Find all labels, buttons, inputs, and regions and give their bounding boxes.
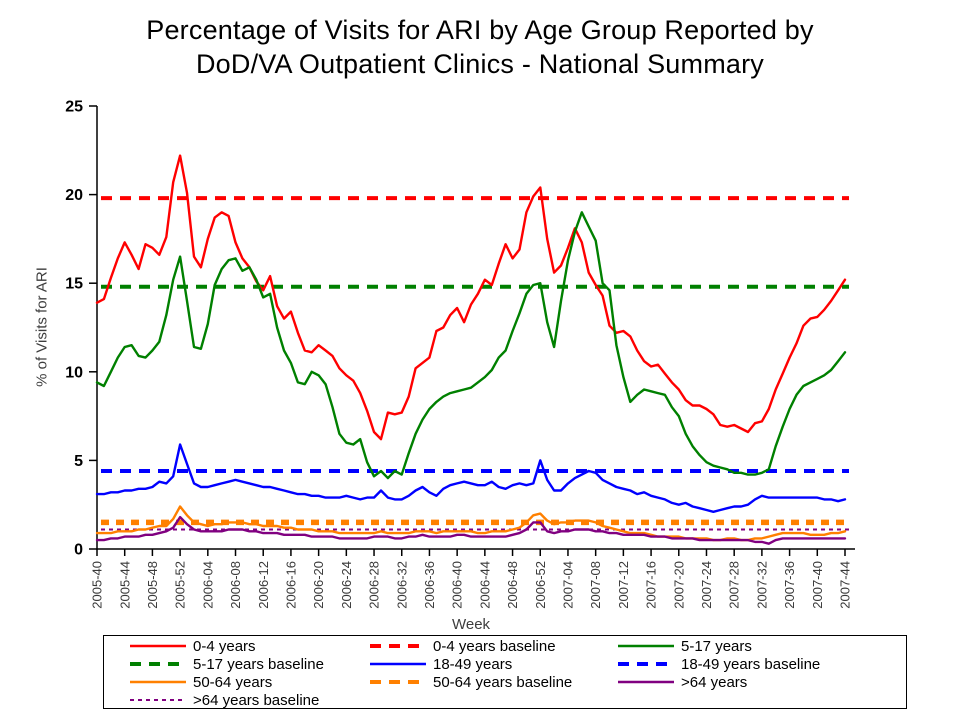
legend-item: 18-49 years (369, 655, 617, 673)
legend-label: >64 years baseline (193, 691, 320, 709)
legend-label: 0-4 years (193, 637, 256, 655)
legend-item: >64 years (617, 673, 906, 691)
series-18-49-years (95, 443, 847, 513)
x-tick-label: 2007-32 (754, 561, 769, 609)
x-tick-label: 2007-04 (561, 561, 576, 609)
legend-item: 5-17 years (617, 637, 906, 655)
legend-label: 50-64 years baseline (433, 673, 573, 691)
x-tick-label: 2006-24 (339, 561, 354, 609)
legend-label: 18-49 years baseline (681, 655, 821, 673)
legend-swatch-dashed-line-icon (130, 662, 186, 666)
x-tick-label: 2006-44 (477, 561, 492, 609)
legend-swatch-solid-line-icon (130, 680, 186, 684)
legend-item: 18-49 years baseline (617, 655, 906, 673)
y-tick-label: 5 (74, 453, 83, 470)
legend-swatch-dashed-line-icon (618, 662, 674, 666)
legend-label: 5-17 years (681, 637, 752, 655)
y-tick-label: 10 (65, 364, 83, 381)
x-tick-label: 2006-32 (394, 561, 409, 609)
x-tick-label: 2006-36 (422, 561, 437, 609)
ari-line-chart: 0 5 10 15 20 25 2005-40 2005-44 2005-48 2005-52 20… (65, 99, 855, 609)
legend-swatch-solid-line-icon (618, 680, 674, 684)
y-tick-label: 25 (65, 99, 83, 116)
legend-item: 50-64 years (129, 673, 369, 691)
x-tick-label: 2005-48 (145, 561, 160, 609)
legend-swatch-solid-line-icon (130, 644, 186, 648)
legend-swatch-dashed-line-icon (370, 680, 426, 684)
x-tick-label: 2006-08 (228, 561, 243, 609)
legend-label: 0-4 years baseline (433, 637, 556, 655)
chart-title-line2: DoD/VA Outpatient Clinics - National Sum… (195, 49, 764, 79)
x-tick-label: 2007-44 (838, 561, 853, 609)
legend-label: 18-49 years (433, 655, 513, 673)
x-tick-label: 2006-12 (256, 561, 271, 609)
chart-title: Percentage of Visits for ARI by Age Grou… (0, 13, 960, 81)
x-tick-label: 2006-28 (367, 561, 382, 609)
chart-title-line1: Percentage of Visits for ARI by Age Grou… (146, 15, 814, 45)
x-tick-label: 2007-12 (616, 561, 631, 609)
legend-item: 0-4 years (129, 637, 369, 655)
y-tick-label: 15 (65, 276, 83, 293)
legend-swatch-solid-line-icon (618, 644, 674, 648)
series--64-years (95, 515, 847, 545)
legend-item: 50-64 years baseline (369, 673, 617, 691)
y-tick-label: 20 (65, 187, 83, 204)
x-tick-label: 2007-08 (588, 561, 603, 609)
y-tick-label: 0 (74, 542, 83, 559)
x-tick-label: 2007-20 (671, 561, 686, 609)
legend-swatch-dashed-line-icon (370, 644, 426, 648)
x-tick-label: 2007-24 (699, 561, 714, 609)
x-tick-label: 2007-40 (810, 561, 825, 609)
x-tick-label: 2006-16 (283, 561, 298, 609)
legend-swatch-solid-line-icon (370, 662, 426, 666)
x-tick-label: 2007-36 (782, 561, 797, 609)
legend-label: 50-64 years (193, 673, 273, 691)
legend-label: >64 years (681, 673, 748, 691)
x-tick-label: 2006-52 (533, 561, 548, 609)
x-axis-title: Week (451, 616, 491, 633)
x-tick-label: 2006-20 (311, 561, 326, 609)
x-tick-label: 2006-48 (505, 561, 520, 609)
legend-swatch-dashed-fine-line-icon (130, 699, 186, 701)
legend-box: 0-4 years 0-4 years baseline 5-17 years 5-1… (103, 635, 907, 709)
series-0-4-years (95, 154, 847, 441)
legend-item: >64 years baseline (129, 691, 369, 709)
series-5-17-years (95, 211, 847, 480)
legend-label: 5-17 years baseline (193, 655, 324, 673)
x-tick-label: 2006-04 (200, 561, 215, 609)
x-tick-label: 2006-40 (450, 561, 465, 609)
x-tick-label: 2005-52 (173, 561, 188, 609)
legend-item: 0-4 years baseline (369, 637, 617, 655)
x-tick-label: 2005-40 (90, 561, 105, 609)
x-tick-label: 2005-44 (117, 561, 132, 609)
x-tick-label: 2007-28 (727, 561, 742, 609)
x-tick-label: 2007-16 (644, 561, 659, 609)
legend-item: 5-17 years baseline (129, 655, 369, 673)
